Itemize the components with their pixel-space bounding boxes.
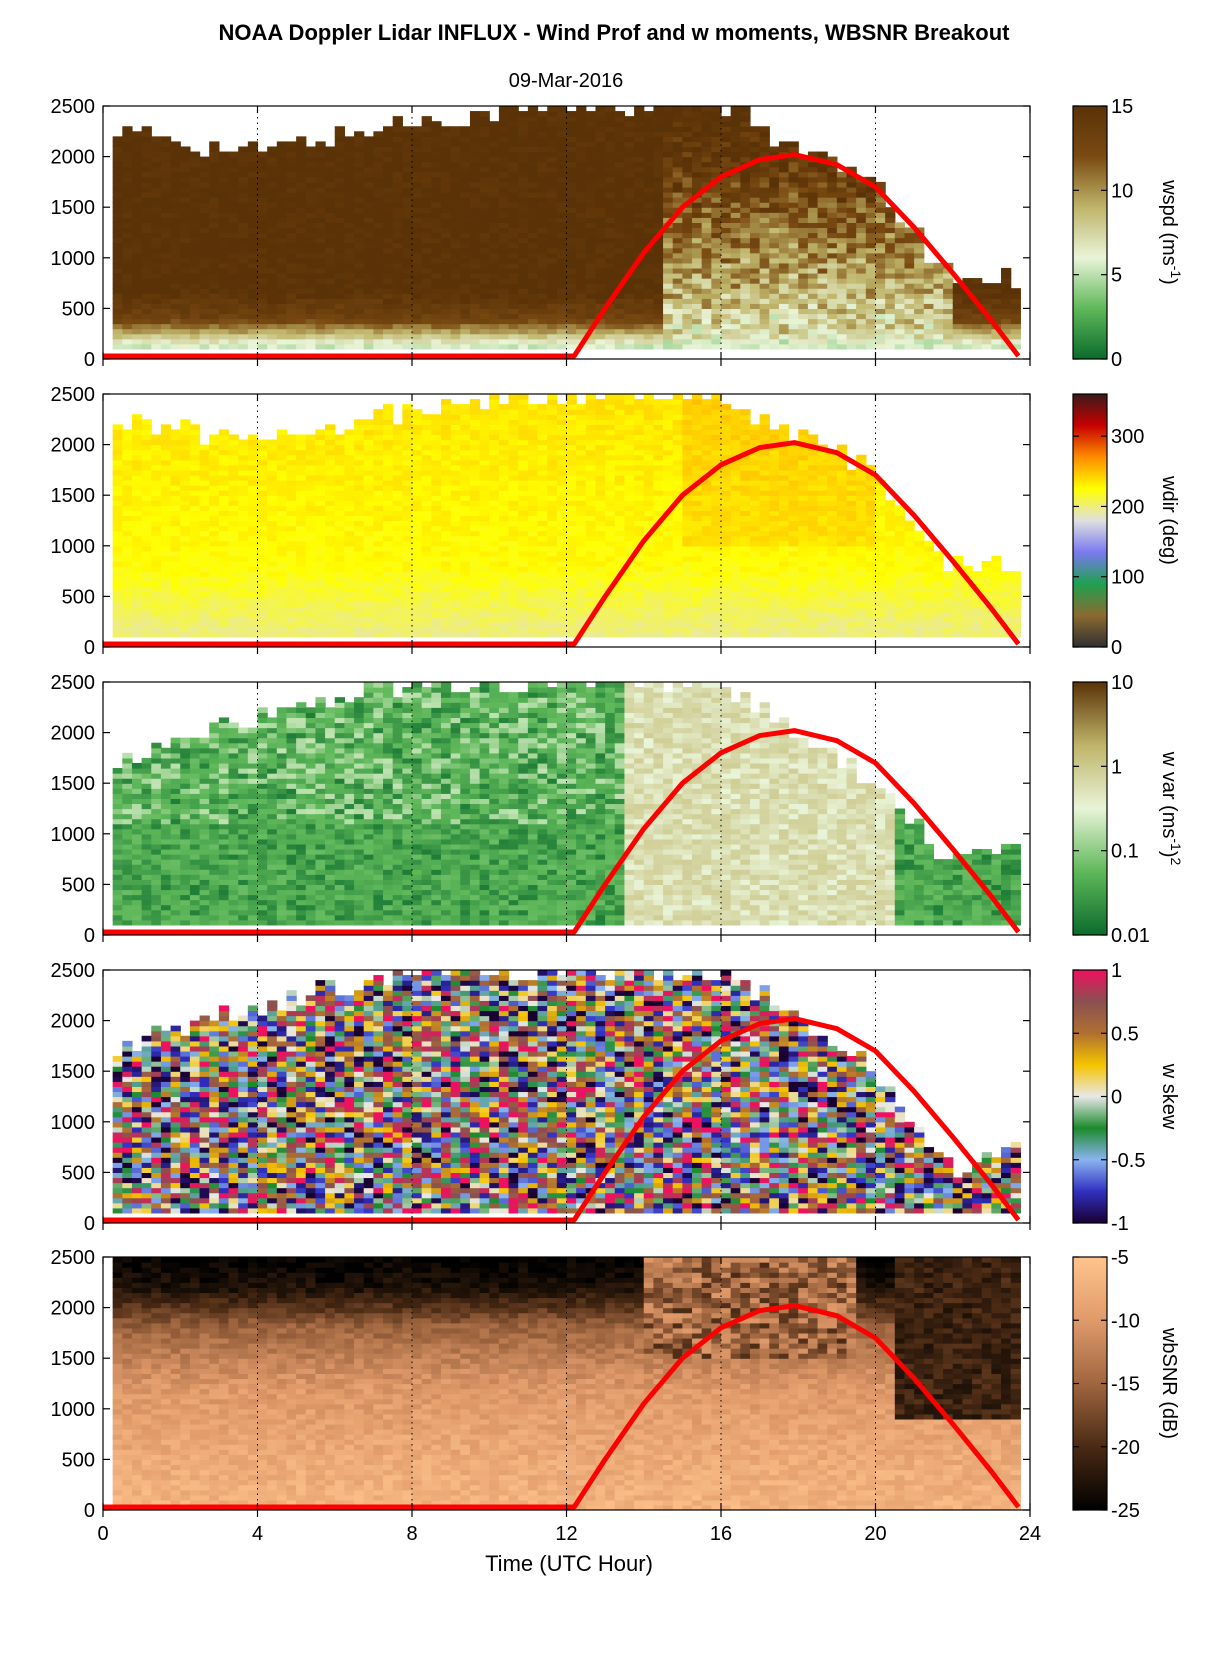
y-tick-label: 2500 [51,384,96,406]
y-tick-label: 2000 [51,435,96,457]
colorbar-tick-label: 0 [1111,349,1122,371]
y-tick-label: 1000 [51,1399,96,1421]
figure-title: NOAA Doppler Lidar INFLUX - Wind Prof an… [218,20,1010,45]
colorbar-tick-label: 0 [1111,1087,1122,1109]
y-tick-label: 0 [84,925,95,947]
y-tick-label: 1000 [51,824,96,846]
colorbar-tick-label: -1 [1111,1213,1129,1235]
y-tick-label: 1000 [51,536,96,558]
y-tick-label: 500 [62,586,95,608]
y-tick-label: 2500 [51,96,96,118]
colorbar-label: w var (ms-1)2 [1158,751,1184,866]
y-tick-label: 2500 [51,672,96,694]
overlay-line [103,1303,1021,1510]
y-tick-label: 1000 [51,248,96,270]
colorbar-tick-label: 10 [1111,180,1133,202]
colorbar-label: wdir (deg) [1158,475,1180,565]
y-tick-label: 1500 [51,1061,96,1083]
colorbar [1072,105,1108,360]
heatmap-cells [112,970,1021,1214]
y-tick-label: 1500 [51,485,96,507]
colorbar-tick-label: 1 [1111,960,1122,982]
y-tick-label: 500 [62,298,95,320]
heatmap-cells [112,1257,1021,1510]
overlay-line [103,440,1021,647]
y-tick-label: 2000 [51,147,96,169]
y-tick-label: 2500 [51,960,96,982]
panel-w-var: 0 500 1000 1500 2000 2500 0.01 0.1 1 10 w var (ms-… [51,672,1185,947]
y-tick-label: 2000 [51,1011,96,1033]
x-tick-label: 8 [406,1523,417,1545]
y-tick-label: 1000 [51,1112,96,1134]
colorbar-tick-label: 0 [1111,637,1122,659]
overlay-line [103,152,1021,359]
colorbar-tick-label: 0.1 [1111,841,1139,863]
y-tick-label: 0 [84,349,95,371]
colorbar-tick-label: 10 [1111,672,1133,694]
heatmap-cells [112,682,1021,926]
x-tick-label: 0 [97,1523,108,1545]
colorbar-tick-label: 0.5 [1111,1023,1139,1045]
colorbar-tick-label: 100 [1111,567,1144,589]
colorbar-tick-label: 5 [1111,265,1122,287]
y-tick-label: 2000 [51,1298,96,1320]
colorbar-tick-label: 1 [1111,756,1122,778]
y-tick-label: 500 [62,874,95,896]
heatmap-cells [112,394,1021,638]
x-tick-label: 24 [1019,1523,1041,1545]
colorbar-tick-label: 300 [1111,426,1144,448]
panel-wbSNR: 0 4 8 12 16 20 24 0 500 1000 1500 2000 2500 -25 -20 -15… [51,1247,1181,1545]
figure-subtitle: 09-Mar-2016 [509,70,624,92]
x-tick-label: 20 [864,1523,886,1545]
colorbar [1072,681,1108,936]
colorbar-label: wbSNR (dB) [1158,1327,1180,1439]
y-tick-label: 0 [84,637,95,659]
overlay-line [103,1016,1021,1223]
y-tick-label: 500 [62,1449,95,1471]
x-tick-label: 16 [710,1523,732,1545]
panel-w-skew: 0 500 1000 1500 2000 2500 -1 -0.5 0 0.5 1 w skew [51,960,1181,1235]
y-tick-label: 1500 [51,773,96,795]
y-tick-label: 1500 [51,197,96,219]
x-axis-label: Time (UTC Hour) [485,1551,653,1576]
colorbar-tick-label: 200 [1111,496,1144,518]
overlay-line [103,728,1021,935]
colorbar-tick-label: 15 [1111,96,1133,118]
panel-wspd: 0 500 1000 1500 2000 2500 0 5 10 15 wspd (ms-1) [51,96,1185,371]
colorbar-tick-label: -10 [1111,1310,1140,1332]
colorbar-tick-label: 0.01 [1111,925,1150,947]
y-tick-label: 1500 [51,1348,96,1370]
x-tick-label: 4 [252,1523,263,1545]
y-tick-label: 0 [84,1500,95,1522]
panel-wdir: 0 500 1000 1500 2000 2500 0 100 200 300 wdir (deg) [51,384,1181,659]
colorbar-label: w skew [1158,1063,1180,1130]
colorbar-label: wspd (ms-1) [1158,179,1184,285]
y-tick-label: 2000 [51,723,96,745]
colorbar [1072,393,1108,648]
y-tick-label: 2500 [51,1247,96,1269]
y-tick-label: 500 [62,1162,95,1184]
colorbar-tick-label: -5 [1111,1247,1129,1269]
colorbar-tick-label: -20 [1111,1437,1140,1459]
y-tick-label: 0 [84,1213,95,1235]
colorbar-tick-label: -25 [1111,1500,1140,1522]
x-tick-label: 12 [555,1523,577,1545]
colorbar-tick-label: -0.5 [1111,1150,1145,1172]
colorbar-tick-label: -15 [1111,1374,1140,1396]
